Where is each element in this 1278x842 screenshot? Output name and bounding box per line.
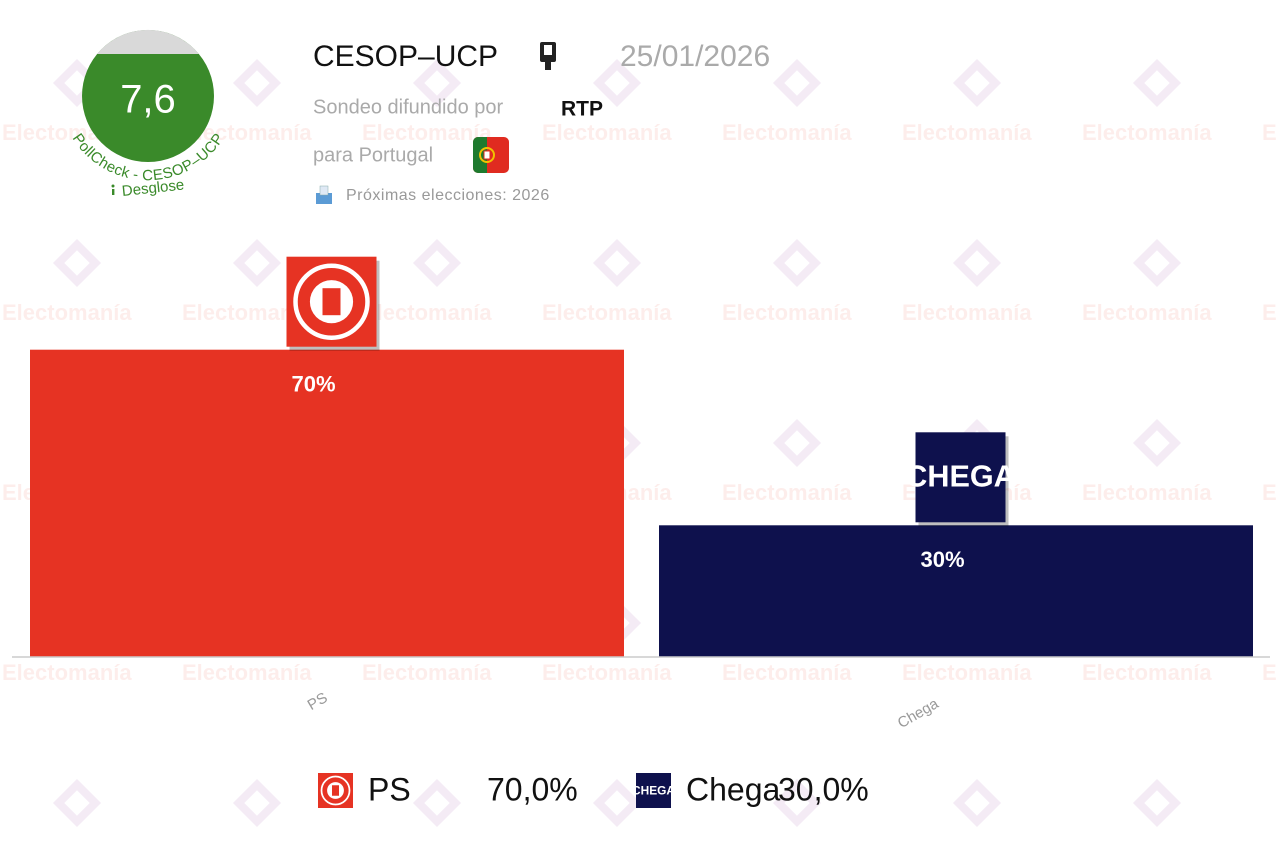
watermark-icon xyxy=(592,58,642,108)
watermark-icon xyxy=(952,238,1002,288)
watermark-icon xyxy=(772,418,822,468)
info-icon[interactable] xyxy=(111,184,115,196)
watermark-text: Electomanía xyxy=(362,300,492,325)
party-logo-fist xyxy=(322,288,341,316)
watermark-text: Electomanía xyxy=(1262,300,1278,325)
pollster-logo xyxy=(540,42,556,70)
party-logo-ring xyxy=(293,263,370,340)
value-label: 70% xyxy=(291,372,335,397)
watermark-icon xyxy=(772,778,822,828)
watermark-text: Electomanía xyxy=(1082,660,1212,685)
ballot-icon xyxy=(316,185,332,204)
flag xyxy=(473,137,509,173)
watermark-text: Electomanía xyxy=(902,300,1032,325)
party-logo-ring xyxy=(320,775,351,806)
bar xyxy=(30,349,624,657)
watermark-icon xyxy=(772,58,822,108)
party-logo-text: CHEGA xyxy=(905,459,1015,493)
country: para Portugal xyxy=(313,144,433,166)
watermark-icon xyxy=(412,238,462,288)
watermark-icon xyxy=(1132,778,1182,828)
watermark-icon xyxy=(232,778,282,828)
party-logo xyxy=(636,773,671,808)
watermark-text: Electomanía xyxy=(1262,480,1278,505)
watermark-icon xyxy=(952,58,1002,108)
party-logo-fist xyxy=(332,785,339,796)
watermark-text: Electomanía xyxy=(542,300,672,325)
watermark-text: Electomanía xyxy=(2,660,132,685)
legend-name: Chega xyxy=(686,771,781,807)
watermark-text: Electomanía xyxy=(722,120,852,145)
watermark-icon xyxy=(1132,58,1182,108)
watermark-icon xyxy=(412,778,462,828)
next-elections: Próximas elecciones: 2026 xyxy=(346,187,550,204)
watermark-text: Electomanía xyxy=(362,120,492,145)
score-circle xyxy=(82,30,214,162)
watermark-text: Electomanía xyxy=(362,660,492,685)
watermark-text: Electomanía xyxy=(1262,660,1278,685)
score-cap xyxy=(97,29,199,54)
sponsor-prefix: Sondeo difundido por xyxy=(313,96,503,118)
breakdown-link[interactable]: Desglose xyxy=(121,176,185,199)
watermark-text: Electomanía xyxy=(722,300,852,325)
plot: 70% PS 30% CHEGA Chega xyxy=(12,256,1270,732)
watermark-icon xyxy=(232,58,282,108)
value-label: 30% xyxy=(920,547,964,572)
date: 25/01/2026 xyxy=(620,40,770,73)
watermark-text: Electomanía xyxy=(902,120,1032,145)
watermark-text: Electomanía xyxy=(722,660,852,685)
x-tick-label: PS xyxy=(305,689,331,714)
watermark-icon xyxy=(412,58,462,108)
watermark-text: Electomanía xyxy=(542,660,672,685)
watermark-icon xyxy=(1132,238,1182,288)
pollster: CESOP–UCP xyxy=(313,40,498,73)
watermark-text: Electomanía xyxy=(1082,120,1212,145)
score: 7,6 xyxy=(120,78,176,122)
bar-logo xyxy=(286,256,380,351)
party-logo-text: CHEGA xyxy=(632,784,675,798)
party-logo xyxy=(915,432,1006,523)
watermark-icon xyxy=(592,778,642,828)
watermark-text: Electomanía xyxy=(722,480,852,505)
header: 7,6 PollCheck - CESOP–UCP Desglose CESOP… xyxy=(69,29,770,204)
bar-logo: CHEGA xyxy=(905,432,1016,527)
bar xyxy=(659,525,1253,657)
watermark-icon xyxy=(952,778,1002,828)
legend-name: PS xyxy=(368,771,411,807)
watermark-text: Electomanía xyxy=(902,660,1032,685)
x-tick-label: Chega xyxy=(895,695,942,732)
watermark-icon xyxy=(1132,418,1182,468)
watermark-icon xyxy=(592,238,642,288)
watermark-icon xyxy=(52,778,102,828)
watermark-icon xyxy=(52,238,102,288)
watermark-icon xyxy=(772,238,822,288)
watermark-text: Electomanía xyxy=(1262,120,1278,145)
watermark-text: Electomanía xyxy=(182,660,312,685)
legend-value: 30,0% xyxy=(778,771,869,807)
sponsor: RTP xyxy=(561,98,603,121)
watermark-icon xyxy=(232,238,282,288)
watermark-text: Electomanía xyxy=(1082,300,1212,325)
watermark-text: Electomanía xyxy=(2,300,132,325)
watermark-text: Electomanía xyxy=(542,120,672,145)
legend-value: 70,0% xyxy=(487,771,578,807)
watermark-text: Electomanía xyxy=(1082,480,1212,505)
